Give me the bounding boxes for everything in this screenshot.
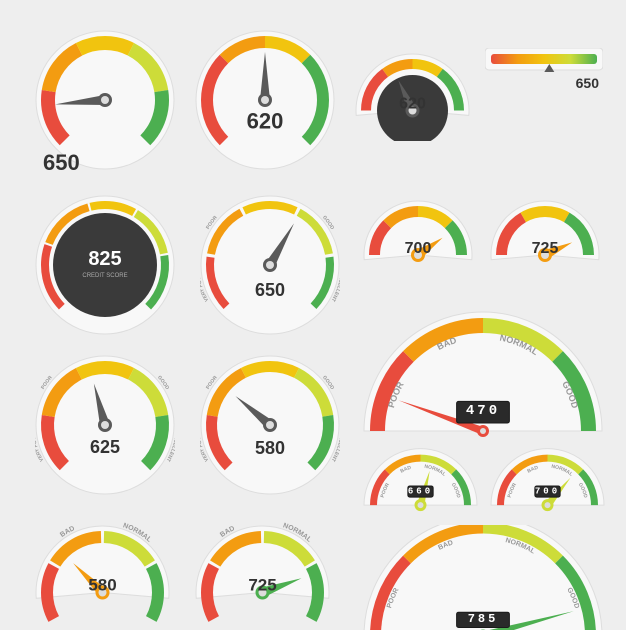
gauge-g13: POORBADNORMALGOOD700 (490, 440, 605, 522)
gauge-value: 650 (43, 150, 80, 175)
gauge-value: 725 (248, 576, 276, 595)
gauge-g2: POORGOOD620 (195, 30, 335, 180)
gauge-g9: VERY POORPOORFAIRGOODEXCELLENT625 (35, 355, 175, 505)
gauge-g14: POORBADNORMALGOOD580 (35, 520, 170, 627)
gauge-value: 650 (255, 280, 285, 300)
gauge-g16: POORBADNORMALGOOD785 (363, 525, 603, 630)
gauge-g7: 700 (363, 195, 473, 284)
gauge-g15: POORBADNORMALGOOD725 (195, 520, 330, 627)
gauge-g4: 650 (485, 48, 603, 100)
gauge-value: 700 (535, 487, 560, 497)
gauge-subtitle: CREDIT SCORE (82, 273, 127, 279)
gauge-g3: 620 (355, 48, 470, 141)
gauge-value: 785 (468, 612, 499, 626)
gauge-value: 700 (405, 240, 432, 257)
gauge-value: 725 (532, 240, 559, 257)
gauge-g8: 725 (490, 195, 600, 284)
gauge-g10: VERY POORPOORFAIRGOODEXCELLENT580 (200, 355, 340, 505)
gauge-value: 620 (399, 96, 426, 113)
gauge-value: 580 (88, 576, 116, 595)
gauge-g12: POORBADNORMALGOOD660 (363, 440, 478, 522)
gauge-value: 825 (88, 248, 121, 270)
gauge-value: 625 (90, 437, 120, 457)
gauge-value: 650 (576, 75, 600, 91)
gauge-value: 470 (466, 403, 500, 419)
gauge-g6: VERY POORPOORFAIRGOODEXCELLENT650 (200, 195, 340, 345)
gauge-value: 620 (247, 109, 284, 134)
gauge-g11: POORBADNORMALGOOD470 (363, 305, 603, 445)
gauge-g1: 650 (35, 30, 175, 180)
gauge-value: 660 (408, 487, 433, 497)
gauge-g5: 825 CREDIT SCORE (35, 195, 175, 345)
gauge-value: 580 (255, 438, 285, 458)
